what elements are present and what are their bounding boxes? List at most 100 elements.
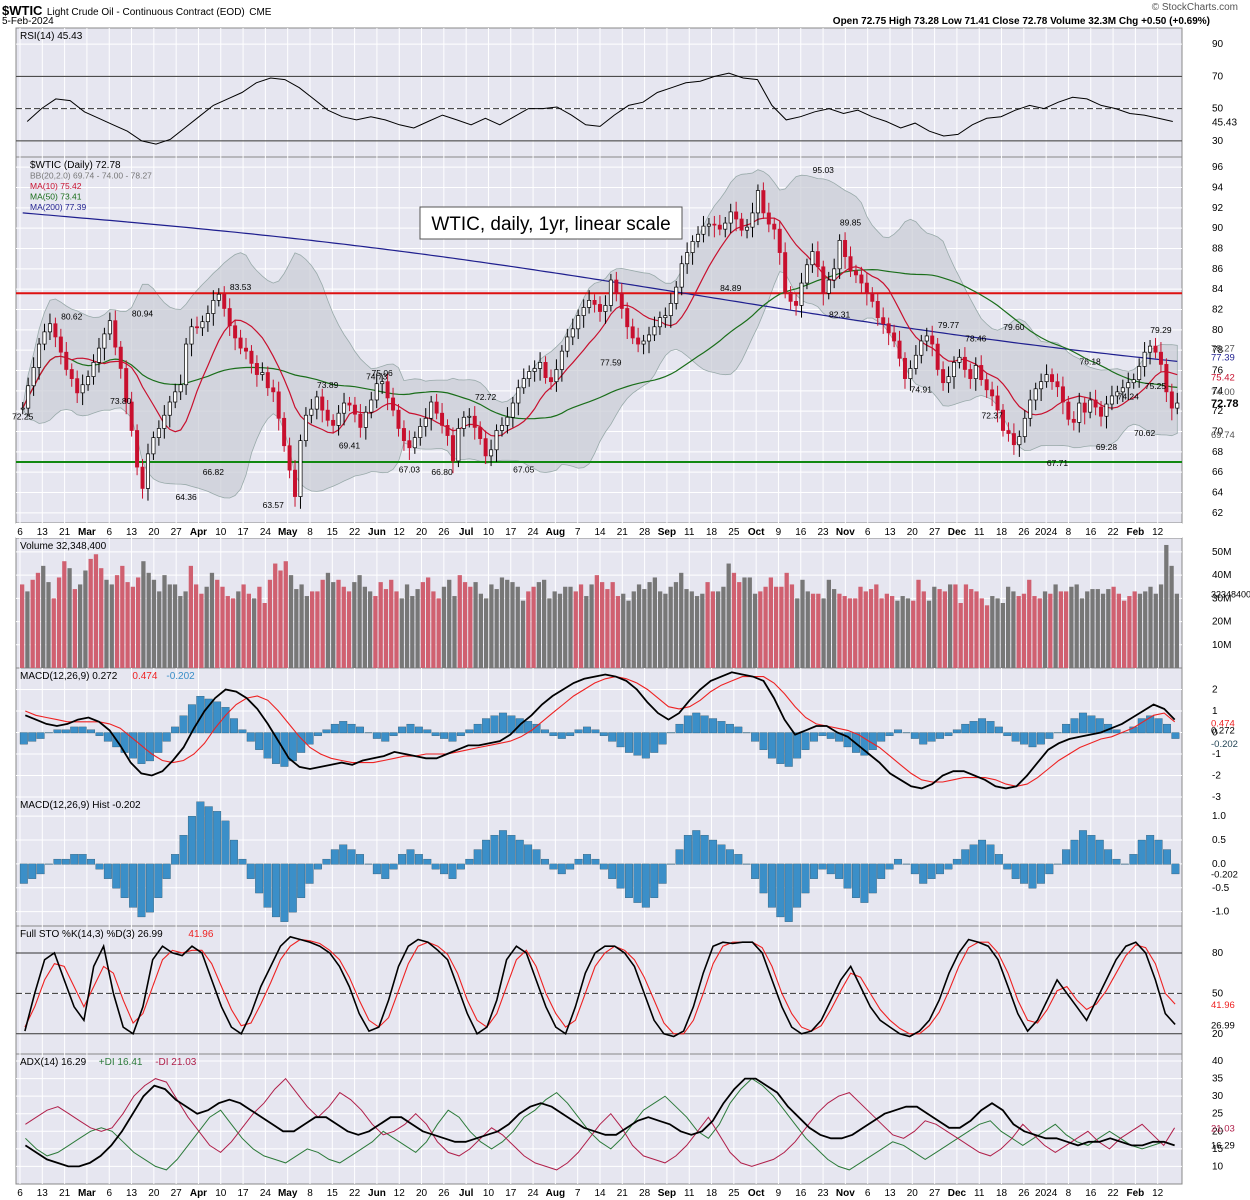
candle-body — [559, 350, 564, 370]
macd-hist-bar — [809, 732, 818, 742]
macd-hist-bar — [347, 723, 356, 734]
candle-body — [505, 416, 510, 426]
y-tick-label: -1.0 — [1212, 907, 1230, 918]
x-tick-label: Feb — [1126, 1188, 1144, 1199]
x-tick-label: 25 — [728, 1188, 740, 1199]
volume-bar — [362, 586, 367, 668]
volume-bar — [1053, 584, 1058, 668]
volume-bar — [974, 591, 979, 668]
legend-text: +DI 16.41 — [99, 1057, 143, 1068]
macd-hist-bar — [709, 718, 718, 734]
volume-bar — [273, 563, 278, 668]
volume-bar — [373, 596, 378, 668]
price-annotation: 63.57 — [263, 500, 285, 510]
y-tick-label: -2 — [1212, 771, 1221, 782]
volume-bar — [689, 591, 694, 668]
candle-body — [314, 396, 319, 410]
candle-body — [336, 412, 341, 426]
x-tick-label: 24 — [260, 1188, 272, 1199]
candle-body — [467, 415, 472, 418]
macd-hist-bar — [725, 723, 734, 734]
candle-body — [946, 376, 951, 384]
candle-body — [96, 347, 101, 363]
price-annotation: 73.80 — [110, 396, 132, 406]
candle-body — [1142, 351, 1147, 367]
candle-body — [178, 384, 183, 393]
volume-bar — [204, 586, 209, 668]
volume-bar — [768, 577, 773, 668]
candle-body — [734, 211, 739, 220]
macd-hist-bar — [969, 721, 978, 734]
macd-hist-bar — [78, 726, 87, 734]
candle-body — [391, 397, 396, 411]
macd-hist-bar — [490, 715, 499, 734]
candle-body — [173, 391, 178, 403]
x-tick-label: 27 — [171, 527, 183, 538]
y-tick-label: 70 — [1212, 71, 1224, 82]
volume-bar — [267, 579, 273, 668]
macd-histogram-bar — [1062, 849, 1071, 865]
volume-bar — [441, 586, 447, 668]
volume-bar — [1000, 603, 1005, 668]
candle-body — [1093, 399, 1098, 408]
volume-bar — [1137, 593, 1143, 668]
x-tick-label: 14 — [594, 1188, 606, 1199]
y-tick-label: 35 — [1212, 1074, 1224, 1085]
candle-body — [859, 274, 864, 284]
price-right-label: 74.00 — [1211, 387, 1235, 398]
macd-hist-bar — [818, 732, 827, 736]
candle-body — [941, 369, 946, 384]
candle-body — [587, 300, 592, 308]
legend-text: RSI(14) 45.43 — [20, 31, 83, 42]
candle-body — [42, 331, 47, 345]
volume-bar — [1021, 593, 1027, 668]
volume-bar — [383, 589, 389, 668]
macd-histogram-bar — [272, 863, 280, 918]
macd-histogram-bar — [978, 839, 987, 865]
volume-last-label: 32348400 — [1211, 590, 1250, 600]
panel-rsi — [15, 27, 1183, 158]
candle-body — [1039, 381, 1044, 390]
legend-text: Volume 32,348,400 — [20, 541, 107, 552]
x-tick-label: Oct — [748, 527, 765, 538]
volume-bar — [315, 591, 320, 668]
volume-bar — [563, 586, 568, 668]
macd-right-label: 0.474 — [1211, 718, 1235, 729]
volume-bar — [626, 600, 631, 668]
x-axis-strip-top — [16, 523, 1182, 538]
candle-body — [527, 371, 532, 379]
candle-body — [810, 251, 815, 266]
price-legend-item: MA(50) 73.41 — [30, 192, 82, 202]
volume-bar — [230, 598, 236, 668]
macd-histogram-bar — [541, 858, 549, 865]
macd-histogram-bar — [288, 863, 297, 913]
chart-title: WTIC, daily, 1yr, linear scale — [431, 214, 670, 235]
volume-bar — [188, 565, 193, 668]
y-tick-label: 92 — [1212, 203, 1224, 214]
macd-hist-bar — [919, 732, 928, 745]
candle-body — [396, 409, 401, 429]
price-annotation: 72.25 — [12, 412, 34, 422]
volume-bar — [615, 596, 621, 668]
candle-body — [935, 343, 940, 370]
macd-histogram-bar — [103, 863, 112, 879]
macd-hist-bar — [902, 732, 911, 734]
macd-histogram-bar — [389, 863, 398, 870]
volume-bar — [610, 582, 615, 668]
x-tick-label: 16 — [795, 1188, 807, 1199]
candle-body — [47, 323, 52, 333]
volume-bar — [542, 579, 547, 668]
volume-bar — [995, 598, 1000, 668]
candle-body — [113, 320, 118, 348]
macd-hist-bar — [154, 732, 163, 753]
y-tick-label: 50 — [1212, 104, 1224, 115]
macd-histogram-bar — [482, 839, 491, 865]
macd-histogram-bar — [1137, 839, 1146, 865]
x-tick-label: 26 — [1018, 1188, 1030, 1199]
candle-body — [674, 286, 679, 304]
volume-bar — [341, 586, 346, 668]
candle-body — [37, 343, 42, 368]
price-annotation: 74.73 — [366, 371, 388, 381]
macd-hist-bar — [356, 726, 364, 734]
macd-histogram-bar — [129, 863, 138, 908]
